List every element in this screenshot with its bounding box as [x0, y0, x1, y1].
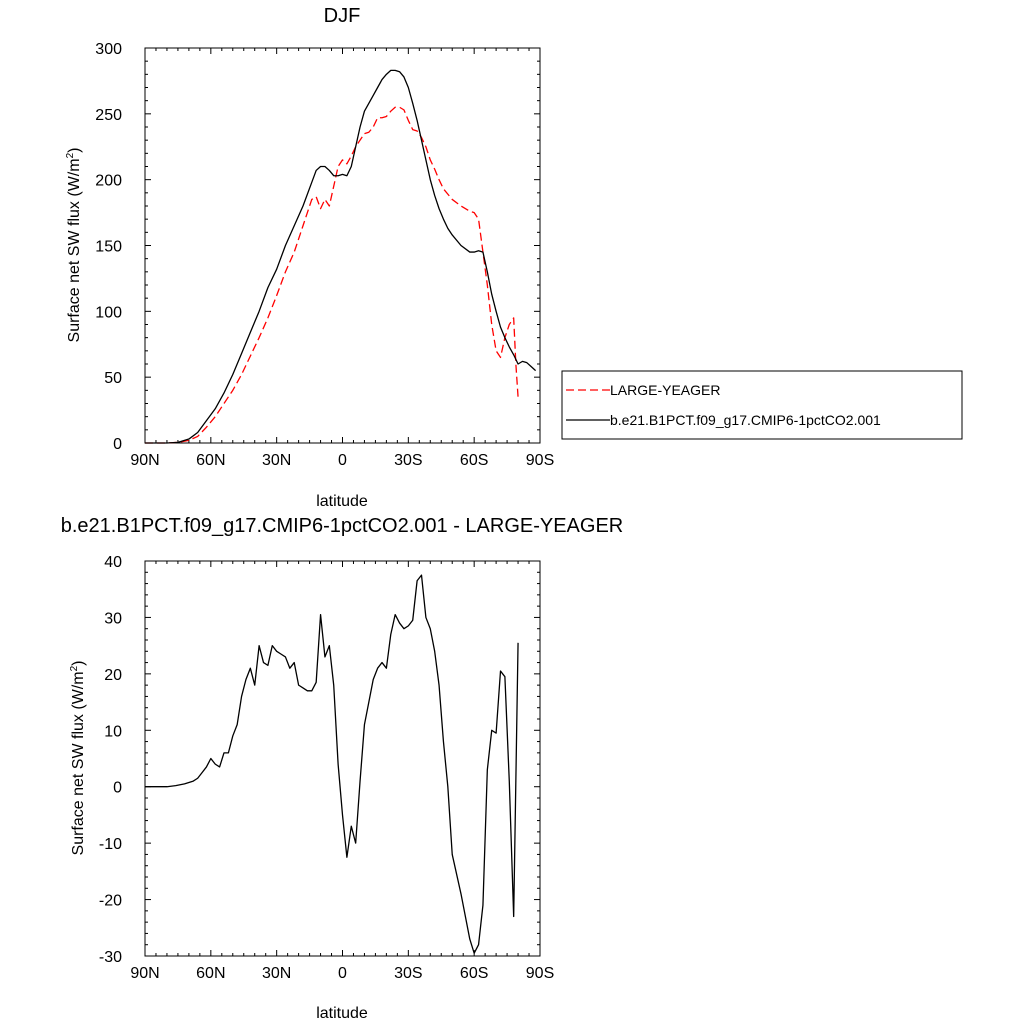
y-tick-label: 250	[95, 107, 122, 124]
top-y-axis-label: Surface net SW flux (W/m2)	[65, 148, 83, 343]
y-tick-label: 10	[104, 723, 122, 740]
top-chart-title: DJF	[324, 5, 361, 27]
top-x-axis-label: latitude	[316, 493, 368, 510]
top-y-axis-label-sup: 2	[65, 152, 76, 158]
y-tick-label: 0	[113, 436, 122, 453]
top-panel: DJF 90N 60N 30N 0 30S 60S 90S 0 50 100 150 200 250 3…	[65, 5, 963, 510]
x-tick-label: 30S	[394, 452, 422, 469]
y-tick-label: -20	[99, 893, 122, 910]
top-series-group	[145, 69, 537, 444]
x-tick-label: 0	[338, 965, 347, 982]
bottom-panel: b.e21.B1PCT.f09_g17.CMIP6-1pctCO2.001 - …	[61, 515, 624, 1022]
x-tick-label: 0	[338, 452, 347, 469]
top-plot-frame	[144, 47, 541, 444]
bottom-y-axis-label-close: )	[70, 661, 87, 666]
y-tick-label: 50	[104, 370, 122, 387]
bottom-x-axis-label: latitude	[316, 1005, 368, 1022]
y-tick-label: 40	[104, 554, 122, 571]
top-x-axis: 90N 60N 30N 0 30S 60S 90S	[130, 48, 554, 469]
y-tick-label: 0	[113, 780, 122, 797]
x-tick-label: 90N	[130, 965, 159, 982]
y-tick-label: -10	[99, 836, 122, 853]
x-tick-label: 90N	[130, 452, 159, 469]
x-tick-label: 60N	[196, 965, 225, 982]
series-line-b-e21-b1pct-f09-g17-cmip6-1pctco2-001	[145, 69, 537, 444]
y-tick-label: 200	[95, 173, 122, 190]
bottom-y-axis-label-sup: 2	[69, 665, 80, 671]
y-tick-label: 300	[95, 41, 122, 58]
y-tick-label: 20	[104, 667, 122, 684]
bottom-y-axis-label: Surface net SW flux (W/m2)	[69, 661, 87, 856]
x-tick-label: 30S	[394, 965, 422, 982]
bottom-plot-frame	[144, 560, 541, 957]
bottom-series-group	[145, 574, 519, 954]
top-y-axis-label-close: )	[66, 148, 83, 153]
series-line-panel-1-0	[145, 574, 519, 954]
x-tick-label: 90S	[526, 452, 554, 469]
bottom-x-axis: 90N 60N 30N 0 30S 60S 90S	[130, 561, 554, 982]
x-tick-label: 60N	[196, 452, 225, 469]
y-tick-label: -30	[99, 949, 122, 966]
x-tick-label: 60S	[460, 965, 488, 982]
legend-label-large-yeager: LARGE-YEAGER	[610, 382, 720, 398]
legend-label-cmip6: b.e21.B1PCT.f09_g17.CMIP6-1pctCO2.001	[610, 412, 881, 428]
x-tick-label: 30N	[262, 452, 291, 469]
y-tick-label: 150	[95, 239, 122, 256]
legend: LARGE-YEAGER b.e21.B1PCT.f09_g17.CMIP6-1…	[561, 370, 963, 440]
bottom-y-axis-label-main: Surface net SW flux (W/m	[70, 671, 87, 855]
x-tick-label: 30N	[262, 965, 291, 982]
series-line-large-yeager	[145, 106, 519, 444]
y-tick-label: 30	[104, 610, 122, 627]
bottom-y-axis: -30 -20 -10 0 10 20 30 40	[99, 554, 540, 966]
top-y-axis: 0 50 100 150 200 250 300	[95, 41, 540, 453]
y-tick-label: 100	[95, 304, 122, 321]
top-y-axis-label-main: Surface net SW flux (W/m	[66, 158, 83, 342]
x-tick-label: 90S	[526, 965, 554, 982]
legend-box	[561, 370, 963, 440]
x-tick-label: 60S	[460, 452, 488, 469]
bottom-chart-title: b.e21.B1PCT.f09_g17.CMIP6-1pctCO2.001 - …	[61, 515, 624, 537]
